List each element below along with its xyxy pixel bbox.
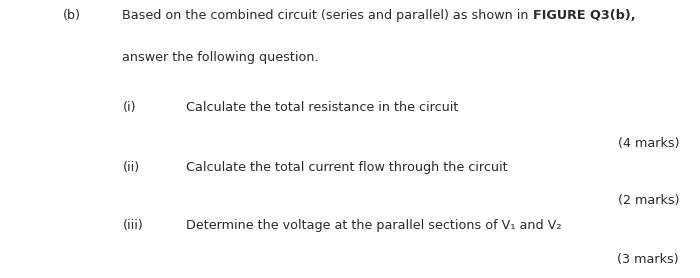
Text: (2 marks): (2 marks)	[617, 194, 679, 207]
Text: (3 marks): (3 marks)	[617, 253, 679, 266]
Text: Based on the combined circuit (series and parallel) as shown in: Based on the combined circuit (series an…	[122, 9, 533, 23]
Text: Calculate the total current flow through the circuit: Calculate the total current flow through…	[186, 161, 507, 174]
Text: (i): (i)	[122, 101, 136, 114]
Text: (ii): (ii)	[122, 161, 139, 174]
Text: (iii): (iii)	[122, 219, 144, 232]
Text: (4 marks): (4 marks)	[617, 137, 679, 150]
Text: Calculate the total resistance in the circuit: Calculate the total resistance in the ci…	[186, 101, 458, 114]
Text: FIGURE Q3(b),: FIGURE Q3(b),	[533, 9, 636, 23]
Text: answer the following question.: answer the following question.	[122, 51, 319, 64]
Text: Determine the voltage at the parallel sections of V₁ and V₂: Determine the voltage at the parallel se…	[186, 219, 561, 232]
Text: (b): (b)	[63, 9, 81, 23]
